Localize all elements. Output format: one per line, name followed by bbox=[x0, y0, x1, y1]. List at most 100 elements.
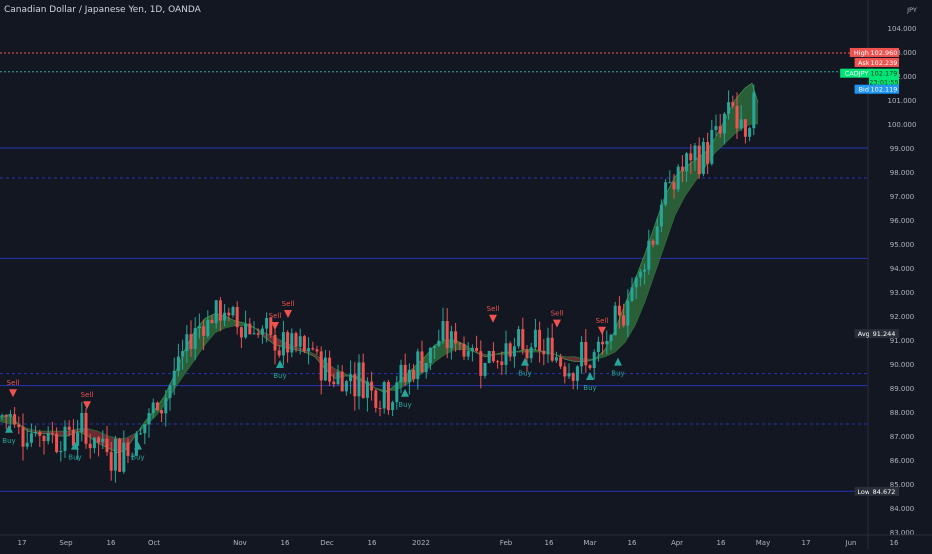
candle bbox=[214, 299, 218, 329]
candle bbox=[462, 336, 466, 361]
candle bbox=[567, 363, 571, 379]
candle-body bbox=[189, 334, 193, 349]
sell-label: Sell bbox=[596, 317, 609, 325]
candle bbox=[445, 308, 449, 359]
candle bbox=[676, 164, 680, 193]
candle bbox=[605, 330, 609, 355]
candle-body bbox=[260, 328, 264, 335]
candle-body bbox=[365, 381, 369, 398]
candle-body bbox=[281, 332, 285, 356]
candle bbox=[630, 277, 634, 303]
candle-body bbox=[731, 102, 735, 107]
candle-body bbox=[710, 130, 714, 164]
candle bbox=[227, 307, 231, 322]
price-label-countdown: 23:01:55 bbox=[869, 79, 898, 87]
sell-label: Sell bbox=[269, 312, 282, 320]
candle bbox=[407, 363, 411, 395]
buy-label: Buy bbox=[583, 384, 596, 392]
candle bbox=[722, 112, 726, 145]
candle bbox=[748, 126, 752, 142]
candle bbox=[139, 427, 143, 436]
candle bbox=[97, 436, 101, 457]
candle-body bbox=[88, 443, 92, 449]
x-tick-label: 16 bbox=[281, 539, 290, 547]
candle-body bbox=[109, 451, 113, 471]
price-label-avg: Avg 91.244 bbox=[854, 329, 899, 339]
candle bbox=[4, 414, 8, 430]
buy-signal: Buy bbox=[611, 357, 625, 378]
candle bbox=[609, 333, 613, 351]
candle-body bbox=[374, 390, 378, 408]
candle bbox=[416, 348, 420, 390]
candle bbox=[374, 388, 378, 413]
sell-signal: Sell bbox=[596, 317, 609, 335]
candle bbox=[21, 413, 25, 461]
candle bbox=[101, 430, 105, 450]
candle bbox=[319, 346, 323, 395]
candle bbox=[155, 401, 159, 412]
candle-body bbox=[567, 373, 571, 377]
y-tick-label: 95.000 bbox=[890, 241, 915, 249]
price-label-name: CADJPY bbox=[845, 70, 869, 78]
sell-arrow-icon bbox=[83, 401, 91, 410]
candle-body bbox=[59, 450, 63, 453]
candle-body bbox=[244, 323, 248, 338]
candle-body bbox=[370, 381, 374, 391]
candle bbox=[147, 408, 151, 438]
candle bbox=[13, 407, 17, 428]
candle-body bbox=[659, 204, 663, 227]
candle-body bbox=[357, 362, 361, 397]
candle bbox=[38, 429, 42, 448]
candle bbox=[752, 84, 756, 136]
price-label-value: 84.672 bbox=[873, 488, 896, 496]
candle-body bbox=[559, 357, 563, 367]
candle bbox=[25, 428, 29, 450]
candle bbox=[458, 342, 462, 351]
candle-body bbox=[336, 371, 340, 385]
sell-arrow-icon bbox=[598, 326, 606, 335]
price-label-bid: Bid 102.119 bbox=[854, 84, 899, 94]
candle-body bbox=[151, 402, 155, 414]
candle bbox=[420, 340, 424, 374]
candle-body bbox=[265, 317, 269, 329]
candle-body bbox=[130, 455, 134, 457]
candle-body bbox=[580, 341, 584, 367]
candle bbox=[525, 345, 529, 372]
price-label-value: 102.239 bbox=[871, 59, 898, 67]
candle-body bbox=[743, 119, 747, 137]
buy-arrow-icon bbox=[134, 441, 142, 450]
buy-arrow-icon bbox=[5, 424, 13, 433]
candle bbox=[357, 354, 361, 410]
price-label-box bbox=[869, 68, 899, 87]
candle-body bbox=[596, 341, 600, 353]
candle bbox=[42, 434, 46, 455]
candle-body bbox=[727, 102, 731, 114]
candle bbox=[130, 452, 134, 461]
candle-body bbox=[160, 410, 164, 414]
candle bbox=[449, 325, 453, 360]
candle bbox=[109, 441, 113, 481]
candle-body bbox=[34, 432, 38, 434]
candle bbox=[290, 328, 294, 358]
candle-body bbox=[172, 370, 176, 386]
candle-body bbox=[29, 433, 33, 443]
x-tick-label: 16 bbox=[545, 539, 554, 547]
candle-body bbox=[689, 153, 693, 161]
candle-body bbox=[311, 348, 315, 350]
y-tick-label: 99.000 bbox=[890, 145, 915, 153]
candle bbox=[596, 336, 600, 362]
candle bbox=[143, 424, 147, 445]
y-tick-label: 85.000 bbox=[890, 481, 915, 489]
candle bbox=[710, 120, 714, 166]
candle bbox=[17, 416, 21, 435]
candle bbox=[643, 263, 647, 285]
candle-body bbox=[185, 334, 189, 352]
y-tick-label: 103.000 bbox=[888, 49, 917, 57]
candle-body bbox=[176, 356, 180, 371]
candle bbox=[521, 317, 525, 355]
price-label-value: 91.244 bbox=[873, 330, 896, 338]
candle bbox=[202, 319, 206, 351]
candle-body bbox=[550, 337, 554, 361]
candle-body bbox=[71, 429, 75, 446]
